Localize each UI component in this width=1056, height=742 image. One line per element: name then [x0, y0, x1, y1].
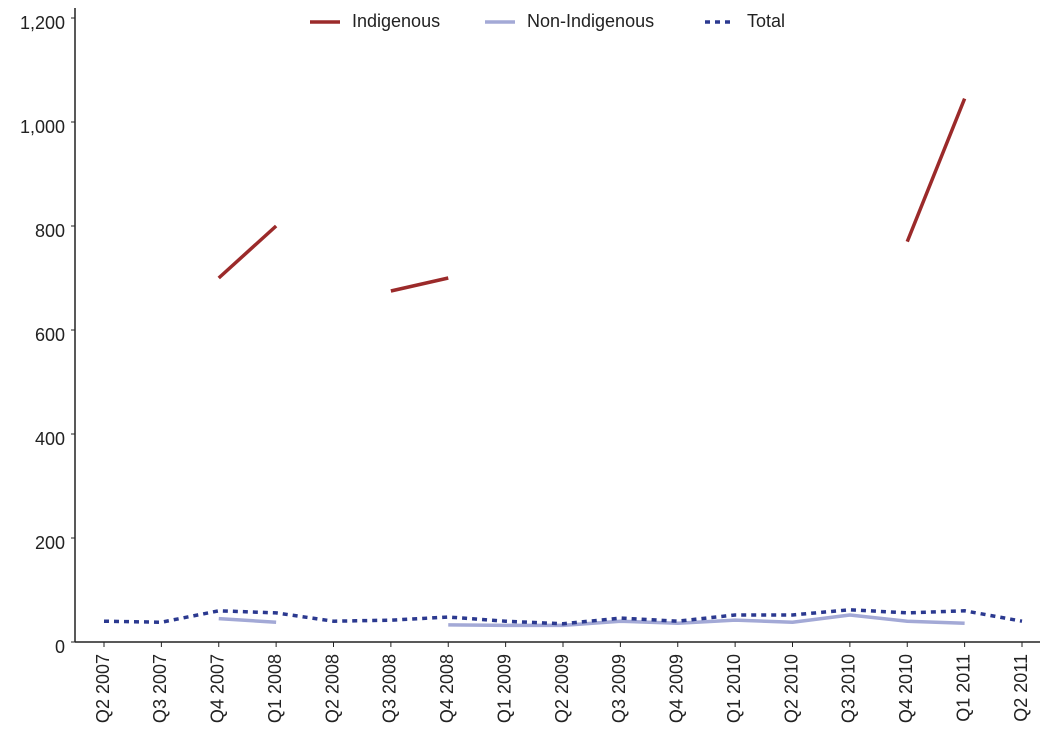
x-tick-label: Q2 2007 — [93, 654, 113, 723]
y-tick-label: 1,000 — [20, 117, 65, 137]
x-tick-label: Q4 2009 — [667, 654, 687, 723]
legend-label: Non-Indigenous — [527, 11, 654, 31]
y-tick-label: 200 — [35, 533, 65, 553]
x-tick-label: Q4 2008 — [437, 654, 457, 723]
legend-label: Total — [747, 11, 785, 31]
y-tick-label: 800 — [35, 221, 65, 241]
x-tick-label: Q1 2011 — [953, 654, 973, 722]
x-tick-label: Q4 2007 — [208, 654, 228, 723]
x-tick-label: Q3 2010 — [839, 654, 859, 723]
y-tick-label: 400 — [35, 429, 65, 449]
y-tick-label: 1,200 — [20, 13, 65, 33]
x-tick-label: Q3 2008 — [380, 654, 400, 723]
x-tick-label: Q2 2009 — [552, 654, 572, 723]
x-tick-label: Q3 2007 — [150, 654, 170, 723]
x-tick-label: Q1 2008 — [265, 654, 285, 723]
y-tick-label: 600 — [35, 325, 65, 345]
series-line — [218, 613, 965, 628]
x-tick-label: Q3 2009 — [609, 654, 629, 723]
x-tick-label: Q2 2010 — [781, 654, 801, 723]
x-tick-label: Q1 2009 — [494, 654, 514, 723]
x-tick-label: Q2 2011 — [1011, 654, 1031, 722]
x-tick-label: Q2 2008 — [322, 654, 342, 723]
series-line — [217, 97, 967, 293]
y-tick-label: 0 — [55, 637, 65, 657]
x-tick-label: Q1 2010 — [724, 654, 744, 723]
legend-label: Indigenous — [352, 11, 440, 31]
x-tick-label: Q4 2010 — [896, 654, 916, 723]
series-line — [103, 608, 1023, 626]
